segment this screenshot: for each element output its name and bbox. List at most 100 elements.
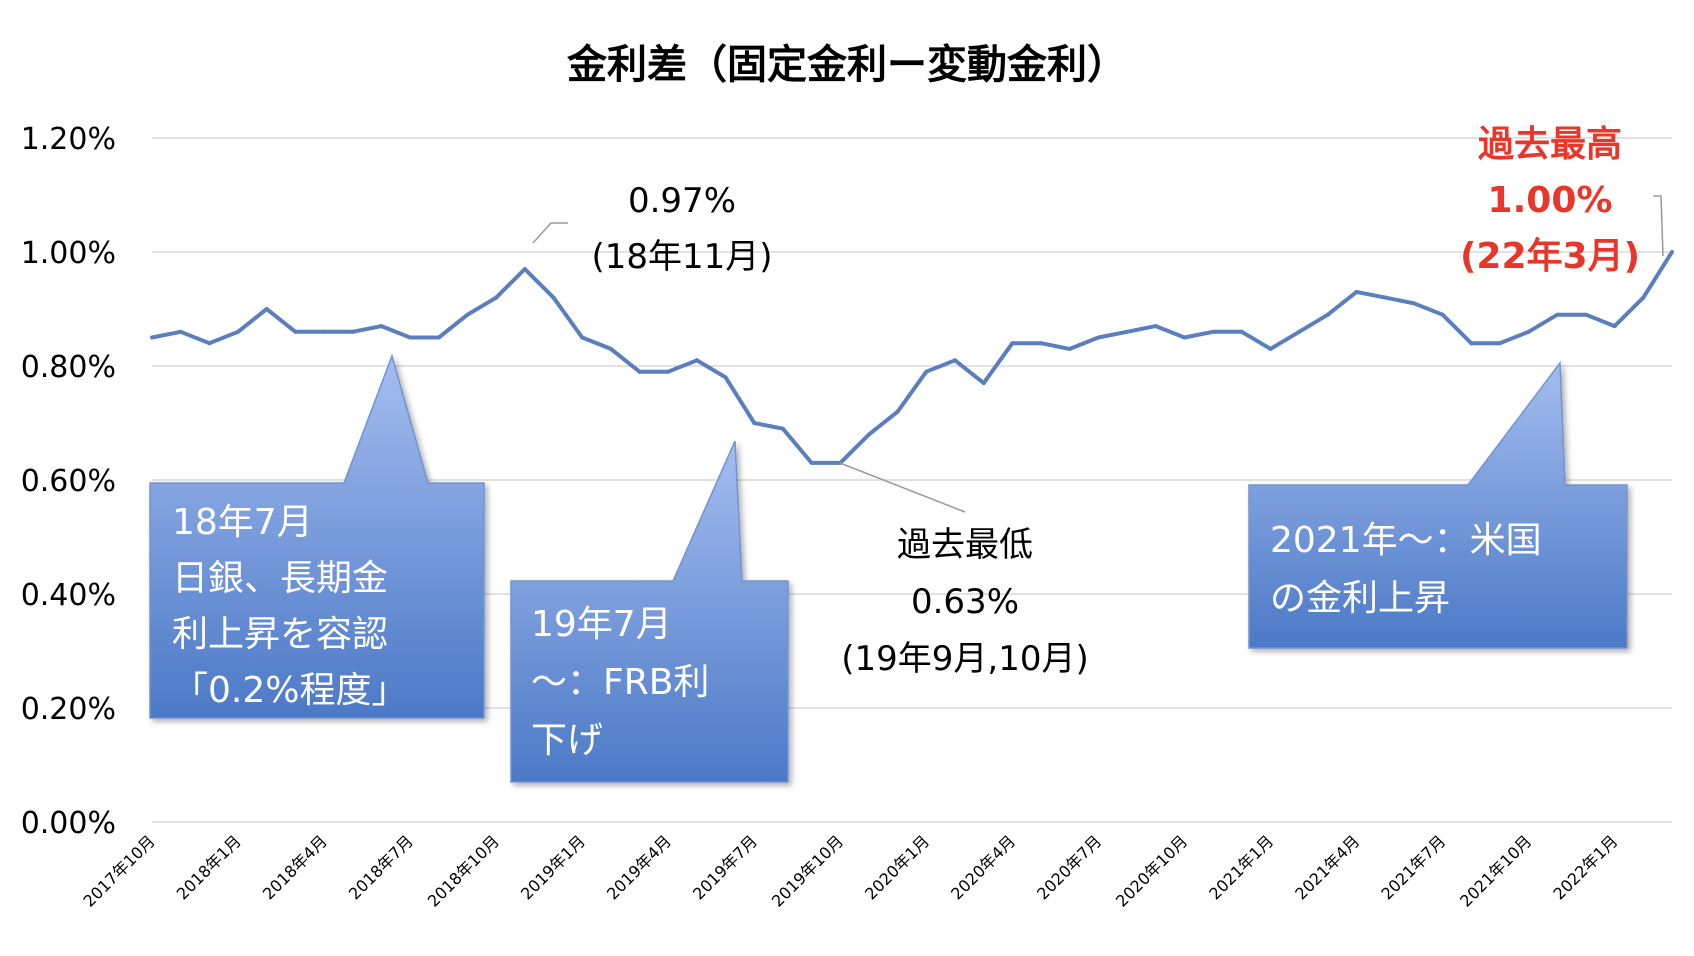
data-point: [1641, 295, 1646, 300]
callout-frb-2019: [510, 440, 789, 783]
data-point: [322, 329, 327, 334]
x-tick-label: 2018年4月: [259, 831, 331, 903]
data-point: [1239, 329, 1244, 334]
low-annotation-value: 0.63%: [911, 582, 1019, 622]
data-point: [494, 295, 499, 300]
callout-boj-2018-line4: 「0.2%程度」: [172, 670, 407, 711]
callout-frb-2019-line2: ～：FRB利: [531, 662, 709, 703]
x-tick-label: 2021年1月: [1205, 831, 1277, 903]
data-point: [608, 346, 613, 351]
data-point: [780, 426, 785, 431]
data-point: [1469, 341, 1474, 346]
y-tick-label: 0.20%: [21, 692, 116, 727]
high-annotation-value: 1.00%: [1488, 180, 1613, 221]
y-tick-label: 0.00%: [21, 806, 116, 841]
callout-boj-2018-line1: 18年7月: [172, 502, 313, 543]
data-point: [379, 324, 384, 329]
x-tick-label: 2017年10月: [80, 831, 159, 910]
peak-annotation-value: 0.97%: [628, 181, 736, 221]
x-tick-label: 2021年10月: [1456, 831, 1535, 910]
data-point: [1383, 295, 1388, 300]
callout-boj-2018-line3: 利上昇を容認: [172, 614, 388, 655]
data-point: [1440, 312, 1445, 317]
x-tick-label: 2020年7月: [1033, 831, 1105, 903]
x-tick-label: 2019年4月: [603, 831, 675, 903]
data-point: [1125, 329, 1130, 334]
data-point: [924, 369, 929, 374]
callout-frb-2019-shape: [510, 440, 789, 783]
data-point: [752, 421, 757, 425]
data-point: [1612, 324, 1617, 329]
data-point: [953, 358, 958, 363]
x-tick-label: 2021年7月: [1377, 831, 1449, 903]
callout-us-2021: [1248, 360, 1628, 649]
y-tick-label: 1.20%: [21, 122, 116, 157]
data-point: [1555, 312, 1560, 317]
y-tick-label: 0.40%: [21, 578, 116, 613]
x-tick-label: 2019年10月: [768, 831, 847, 910]
high-annotation-label: 過去最高: [1478, 124, 1622, 165]
y-tick-label: 0.60%: [21, 464, 116, 499]
x-tick-label: 2019年7月: [689, 831, 761, 903]
data-point: [1039, 341, 1044, 346]
data-point: [666, 369, 671, 374]
x-tick-label: 2020年10月: [1112, 831, 1191, 910]
low-leader-line: [839, 462, 966, 513]
data-point: [1297, 329, 1302, 334]
x-tick-label: 2018年7月: [345, 831, 417, 903]
data-point: [580, 335, 585, 340]
data-point: [1354, 289, 1359, 294]
data-point: [1670, 250, 1674, 254]
y-tick-label: 0.80%: [21, 350, 116, 385]
x-axis-ticks: 2017年10月 2018年1月 2018年4月 2018年7月 2018年10月 201…: [80, 831, 1622, 910]
data-point: [981, 381, 986, 386]
high-leader-line: [1653, 195, 1664, 257]
data-point: [1497, 341, 1502, 346]
data-point: [1325, 312, 1330, 317]
data-point: [809, 460, 814, 465]
low-annotation-date: (19年9月,10月): [841, 639, 1089, 679]
data-point: [150, 335, 154, 340]
x-tick-label: 2018年1月: [173, 831, 245, 903]
callout-frb-2019-line3: 下げ: [531, 720, 603, 761]
data-point: [1583, 312, 1588, 317]
callout-boj-2018-line2: 日銀、長期金: [172, 558, 388, 599]
data-point: [723, 375, 728, 380]
series-layer: [150, 250, 1674, 465]
data-point: [1010, 341, 1015, 346]
x-tick-label: 2018年10月: [424, 831, 503, 910]
data-point: [408, 335, 413, 340]
peak-leader-line: [532, 222, 568, 244]
x-tick-label: 2022年1月: [1549, 831, 1621, 903]
data-point: [637, 369, 642, 374]
data-point: [1182, 335, 1187, 340]
data-point: [866, 432, 871, 437]
series-line: [151, 250, 1674, 465]
data-point: [1067, 346, 1072, 351]
data-point: [178, 329, 183, 334]
data-point: [1153, 324, 1158, 329]
peak-annotation-date: (18年11月): [591, 237, 772, 277]
x-tick-label: 2019年1月: [517, 831, 589, 903]
y-axis-ticks: 0.00% 0.20% 0.40% 0.60% 0.80% 1.00% 1.20%: [21, 122, 116, 841]
data-point: [1526, 329, 1531, 334]
data-point: [207, 341, 212, 346]
data-point: [436, 335, 441, 340]
data-point: [264, 307, 269, 311]
data-point: [350, 329, 355, 334]
callout-us-2021-line1: 2021年～：米国: [1270, 520, 1542, 561]
callout-frb-2019-line1: 19年7月: [531, 604, 672, 645]
x-tick-label: 2020年4月: [947, 831, 1019, 903]
chart-title: 金利差（固定金利ー変動金利）: [566, 42, 1127, 88]
high-annotation-date: (22年3月): [1460, 236, 1640, 277]
data-point: [551, 295, 556, 300]
callout-us-2021-shape: [1248, 360, 1628, 649]
data-point: [1411, 301, 1416, 306]
y-tick-label: 1.00%: [21, 236, 116, 271]
data-point: [1268, 346, 1273, 351]
callout-boj-2018-shape: [149, 353, 485, 719]
data-point: [293, 329, 298, 334]
x-tick-label: 2021年4月: [1291, 831, 1363, 903]
data-point: [236, 329, 241, 334]
